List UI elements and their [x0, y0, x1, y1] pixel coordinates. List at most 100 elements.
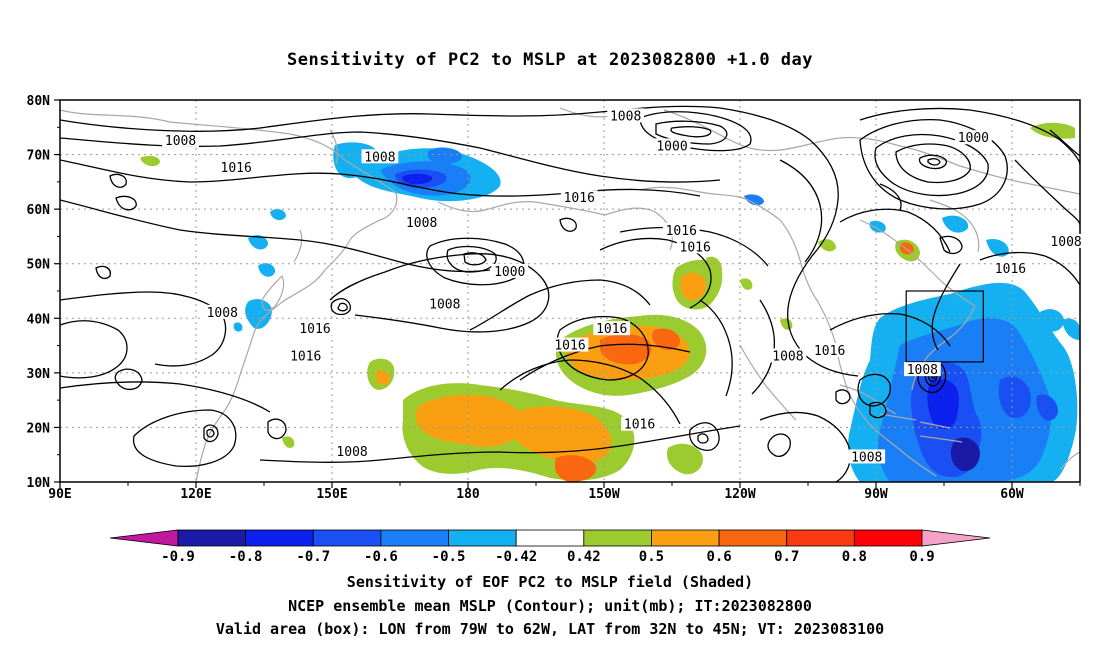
latitude-label: 10N [27, 476, 51, 491]
caption-line-1: Sensitivity of EOF PC2 to MSLP field (Sh… [346, 573, 754, 591]
colorbar-label: -0.5 [432, 549, 466, 565]
colorbar-lower-triangle [109, 529, 179, 547]
sensitivity-shading [140, 122, 1080, 482]
caption-line-3: Valid area (box): LON from 79W to 62W, L… [215, 620, 885, 638]
svg-text:1008: 1008 [406, 216, 437, 231]
svg-text:1000: 1000 [494, 265, 525, 280]
mslp-contours [60, 105, 1080, 482]
svg-text:1008: 1008 [429, 298, 460, 313]
svg-text:1016: 1016 [995, 262, 1026, 277]
colorbar-label: -0.42 [495, 549, 537, 565]
colorbar-segment [853, 529, 923, 547]
svg-text:1016: 1016 [596, 322, 627, 337]
latitude-label: 20N [27, 421, 51, 436]
latitude-label: 60N [27, 203, 51, 218]
caption-line-2: NCEP ensemble mean MSLP (Contour); unit(… [288, 597, 812, 615]
svg-text:1008: 1008 [907, 363, 938, 378]
longitude-label: 120W [724, 487, 755, 502]
longitude-labels: 90E 120E 150E 180 150W 120W 90W 60W [48, 487, 1024, 502]
contour-label: 1016 [662, 222, 700, 239]
svg-text:1008: 1008 [364, 150, 395, 165]
colorbar-segment [651, 529, 720, 547]
colorbar-segment [583, 529, 652, 547]
longitude-label: 90E [48, 487, 71, 502]
svg-text:1008: 1008 [165, 134, 196, 149]
svg-text:1016: 1016 [564, 191, 595, 206]
colorbar-label: 0.42 [567, 549, 601, 565]
colorbar-segment [515, 529, 585, 547]
colorbar-label: -0.7 [296, 549, 330, 565]
valid-area-box [905, 290, 984, 363]
latitude-label: 80N [27, 94, 51, 109]
colorbar-segment [177, 529, 247, 547]
chart-title: Sensitivity of PC2 to MSLP at 2023082800… [286, 50, 813, 70]
contour-label: 1008 [848, 449, 886, 465]
contour-label: 1000 [491, 263, 529, 280]
contour-label: 1016 [551, 337, 589, 354]
contour-label: 1008 [203, 304, 241, 321]
colorbar-label: -0.9 [161, 549, 195, 565]
svg-text:1016: 1016 [666, 224, 697, 239]
contour-label: 1008 [1047, 233, 1085, 250]
colorbar-segment [448, 529, 517, 547]
contour-label: 1000 [653, 138, 691, 154]
svg-text:1016: 1016 [221, 161, 252, 176]
colorbar-label: 0.8 [842, 549, 867, 565]
colorbar-label: 0.5 [639, 549, 664, 565]
svg-text:1000: 1000 [656, 139, 687, 154]
svg-text:1008: 1008 [207, 306, 238, 321]
colorbar: -0.9 -0.8 -0.7 -0.6 -0.5 -0.42 0.42 0.5 0.6 0.7 0.… [109, 529, 991, 565]
contour-label: 1008 [903, 362, 941, 378]
svg-text:1016: 1016 [290, 349, 321, 364]
svg-text:1016: 1016 [299, 322, 330, 337]
longitude-label: 180 [456, 487, 480, 502]
colorbar-segment [245, 529, 314, 547]
latitude-label: 30N [27, 367, 51, 382]
colorbar-segment [786, 529, 855, 547]
contour-label: 1016 [593, 321, 631, 337]
latitude-labels: 80N 70N 60N 50N 40N 30N 20N 10N [27, 94, 51, 491]
longitude-label: 60W [1000, 487, 1024, 502]
contour-label: 1016 [676, 239, 714, 255]
contour-label: 1008 [403, 214, 441, 231]
svg-text:1008: 1008 [1050, 235, 1081, 250]
contour-label: 1000 [954, 130, 992, 146]
contour-label: 1008 [426, 296, 464, 313]
colorbar-label: 0.9 [909, 549, 934, 565]
contour-label: 1016 [560, 190, 598, 206]
longitude-label: 120E [180, 487, 211, 502]
latitude-label: 50N [27, 258, 51, 273]
latitude-label: 70N [27, 149, 51, 164]
contour-label: 1008 [162, 132, 199, 149]
colorbar-segment [312, 529, 382, 547]
longitude-label: 150W [588, 487, 619, 502]
svg-text:1016: 1016 [814, 344, 845, 359]
svg-text:1000: 1000 [958, 131, 989, 146]
svg-text:1008: 1008 [610, 109, 641, 124]
longitude-label: 150E [316, 487, 347, 502]
contour-label: 1016 [217, 160, 255, 176]
colorbar-segment [718, 529, 788, 547]
svg-text:1008: 1008 [336, 445, 367, 460]
latitude-label: 40N [27, 312, 51, 327]
contour-label: 1008 [361, 149, 399, 165]
colorbar-label: -0.8 [229, 549, 263, 565]
contour-label: 1016 [287, 348, 325, 364]
colorbar-label: 0.7 [774, 549, 799, 565]
contour-label: 1016 [621, 416, 658, 433]
svg-text:1008: 1008 [772, 349, 803, 364]
contour-label: 1016 [296, 321, 334, 337]
svg-text:1016: 1016 [624, 418, 655, 433]
contour-label: 1016 [992, 261, 1029, 277]
colorbar-label: -0.6 [364, 549, 398, 565]
longitude-label: 90W [864, 487, 888, 502]
colorbar-label: 0.6 [706, 549, 731, 565]
colorbar-segment [380, 529, 449, 547]
svg-text:1016: 1016 [554, 339, 585, 354]
svg-text:1008: 1008 [851, 450, 882, 465]
contour-label: 1016 [811, 343, 849, 359]
colorbar-upper-triangle [921, 529, 991, 547]
contour-label: 1008 [769, 348, 807, 364]
